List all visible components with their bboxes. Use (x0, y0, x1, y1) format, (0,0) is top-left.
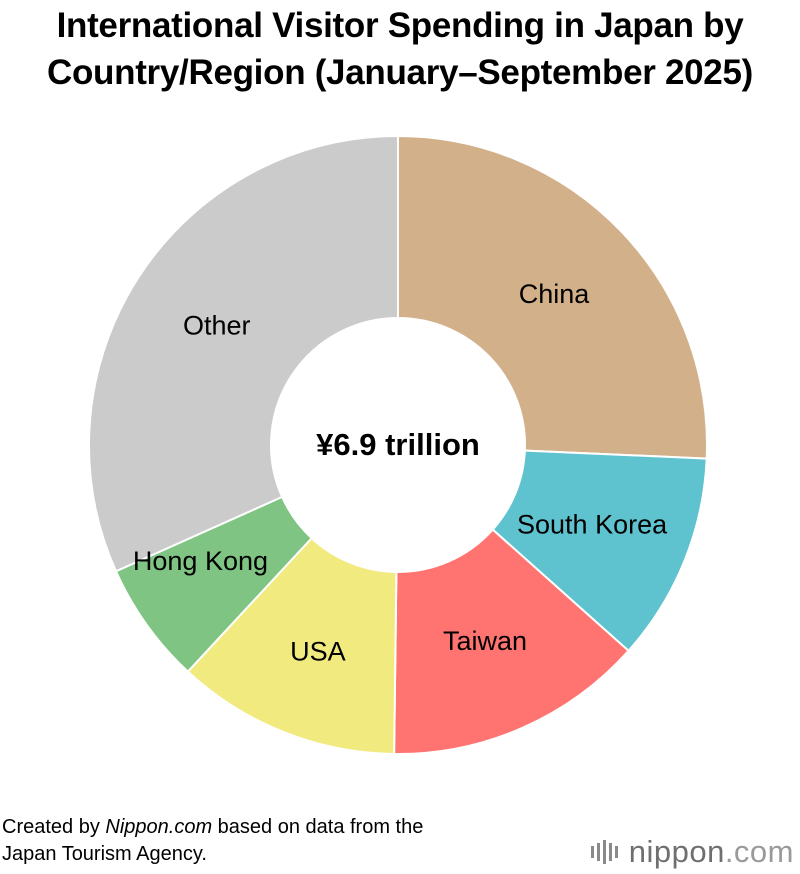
source-note: Created by Nippon.com based on data from… (2, 814, 423, 868)
slice-label-hong-kong: Hong Kong (133, 546, 268, 576)
slice-south-korea (491, 449, 708, 653)
slice-label-taiwan: Taiwan (443, 626, 527, 656)
source-suffix: based on data from the (212, 816, 424, 838)
source-prefix: Created by (2, 816, 106, 838)
center-total-label: ¥6.9 trillion (316, 427, 480, 462)
slice-china (397, 134, 708, 460)
donut-slices (88, 134, 708, 755)
source-site-name: Nippon.com (105, 816, 213, 838)
slice-label-usa: USA (290, 637, 346, 667)
slice-label-south-korea: South Korea (517, 510, 668, 540)
chart-title-line-1: International Visitor Spending in Japan … (56, 6, 744, 45)
logo-word-nippon: nippon (628, 834, 725, 869)
chart-title-line-2: Country/Region (January–September 2025) (46, 53, 753, 92)
slice-label-china: China (519, 279, 591, 309)
chart-title: International Visitor Spending in Japan … (0, 2, 800, 96)
slice-other (88, 134, 399, 573)
slice-taiwan (393, 528, 630, 755)
slice-usa (186, 536, 398, 755)
logo-word-com: .com (724, 834, 794, 869)
source-line-1: Created by Nippon.com based on data from… (2, 814, 423, 841)
donut-slice-labels: China South Korea Taiwan USA Hong Kong Other (133, 279, 668, 667)
nippon-logo: nippon .com (590, 834, 794, 870)
source-line-2: Japan Tourism Agency. (2, 843, 207, 865)
slice-label-other: Other (183, 311, 251, 341)
nippon-bars-icon (590, 840, 621, 864)
